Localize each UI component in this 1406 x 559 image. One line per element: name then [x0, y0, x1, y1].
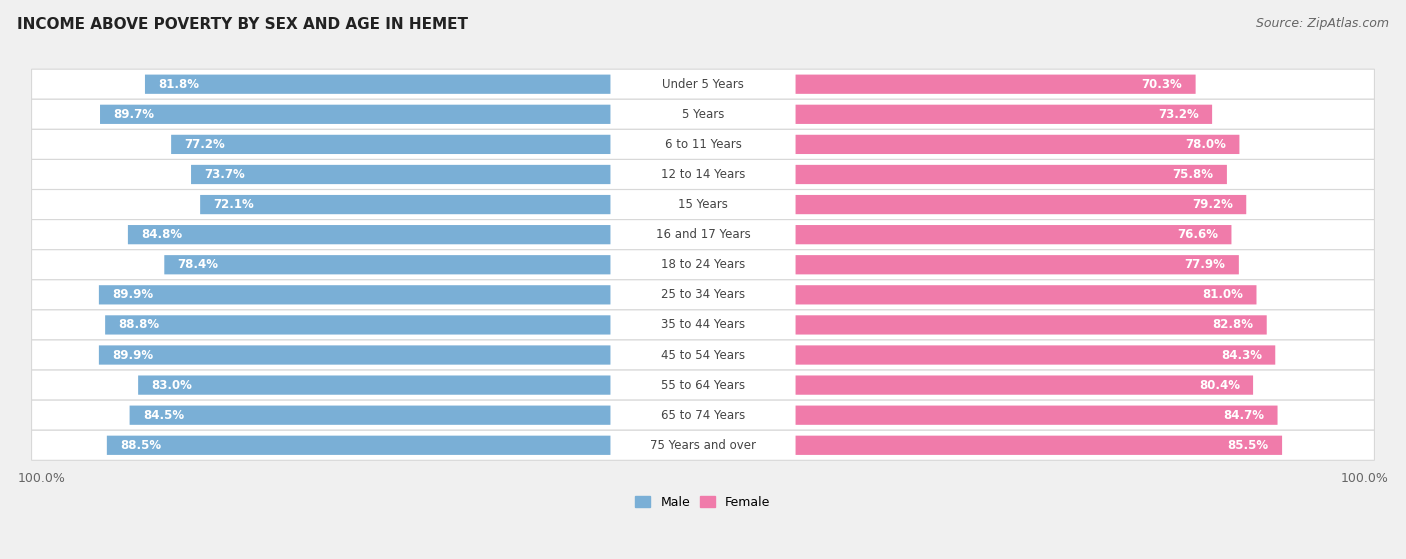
Text: 55 to 64 Years: 55 to 64 Years [661, 378, 745, 392]
Text: 78.4%: 78.4% [177, 258, 218, 271]
Text: 89.7%: 89.7% [114, 108, 155, 121]
FancyBboxPatch shape [31, 220, 1375, 250]
Text: 81.8%: 81.8% [159, 78, 200, 91]
FancyBboxPatch shape [138, 376, 610, 395]
Text: 78.0%: 78.0% [1185, 138, 1226, 151]
Text: 77.9%: 77.9% [1185, 258, 1226, 271]
Text: 65 to 74 Years: 65 to 74 Years [661, 409, 745, 421]
FancyBboxPatch shape [796, 255, 1239, 274]
FancyBboxPatch shape [31, 280, 1375, 310]
FancyBboxPatch shape [31, 69, 1375, 100]
Text: 84.3%: 84.3% [1220, 348, 1263, 362]
Text: 80.4%: 80.4% [1199, 378, 1240, 392]
Text: 45 to 54 Years: 45 to 54 Years [661, 348, 745, 362]
Text: 84.8%: 84.8% [141, 228, 183, 241]
Text: 25 to 34 Years: 25 to 34 Years [661, 288, 745, 301]
Text: 81.0%: 81.0% [1202, 288, 1243, 301]
Text: 77.2%: 77.2% [184, 138, 225, 151]
FancyBboxPatch shape [31, 100, 1375, 129]
Text: Under 5 Years: Under 5 Years [662, 78, 744, 91]
FancyBboxPatch shape [796, 315, 1267, 334]
FancyBboxPatch shape [165, 255, 610, 274]
Text: 84.5%: 84.5% [143, 409, 184, 421]
Text: 88.8%: 88.8% [118, 319, 159, 331]
Text: 88.5%: 88.5% [120, 439, 162, 452]
Text: 6 to 11 Years: 6 to 11 Years [665, 138, 741, 151]
Text: 84.7%: 84.7% [1223, 409, 1264, 421]
Text: 12 to 14 Years: 12 to 14 Years [661, 168, 745, 181]
Text: 5 Years: 5 Years [682, 108, 724, 121]
FancyBboxPatch shape [796, 285, 1257, 305]
FancyBboxPatch shape [31, 370, 1375, 400]
Text: 72.1%: 72.1% [214, 198, 254, 211]
Text: 89.9%: 89.9% [112, 288, 153, 301]
Legend: Male, Female: Male, Female [630, 491, 776, 514]
FancyBboxPatch shape [31, 430, 1375, 460]
Text: 83.0%: 83.0% [152, 378, 193, 392]
Text: 85.5%: 85.5% [1227, 439, 1268, 452]
Text: INCOME ABOVE POVERTY BY SEX AND AGE IN HEMET: INCOME ABOVE POVERTY BY SEX AND AGE IN H… [17, 17, 468, 32]
FancyBboxPatch shape [128, 225, 610, 244]
FancyBboxPatch shape [105, 315, 610, 334]
FancyBboxPatch shape [796, 165, 1227, 184]
FancyBboxPatch shape [796, 225, 1232, 244]
FancyBboxPatch shape [191, 165, 610, 184]
FancyBboxPatch shape [31, 400, 1375, 430]
Text: 16 and 17 Years: 16 and 17 Years [655, 228, 751, 241]
FancyBboxPatch shape [200, 195, 610, 214]
Text: 73.7%: 73.7% [204, 168, 245, 181]
FancyBboxPatch shape [796, 195, 1246, 214]
Text: 75 Years and over: 75 Years and over [650, 439, 756, 452]
FancyBboxPatch shape [796, 435, 1282, 455]
FancyBboxPatch shape [796, 135, 1240, 154]
FancyBboxPatch shape [796, 74, 1195, 94]
Text: 75.8%: 75.8% [1173, 168, 1213, 181]
Text: 89.9%: 89.9% [112, 348, 153, 362]
FancyBboxPatch shape [31, 129, 1375, 159]
Text: 15 Years: 15 Years [678, 198, 728, 211]
FancyBboxPatch shape [31, 159, 1375, 190]
Text: 70.3%: 70.3% [1142, 78, 1182, 91]
FancyBboxPatch shape [31, 190, 1375, 220]
Text: 73.2%: 73.2% [1159, 108, 1199, 121]
FancyBboxPatch shape [100, 105, 610, 124]
FancyBboxPatch shape [796, 406, 1278, 425]
Text: 76.6%: 76.6% [1177, 228, 1218, 241]
FancyBboxPatch shape [796, 376, 1253, 395]
FancyBboxPatch shape [31, 340, 1375, 370]
Text: 79.2%: 79.2% [1192, 198, 1233, 211]
Text: Source: ZipAtlas.com: Source: ZipAtlas.com [1256, 17, 1389, 30]
FancyBboxPatch shape [172, 135, 610, 154]
FancyBboxPatch shape [31, 250, 1375, 280]
FancyBboxPatch shape [98, 285, 610, 305]
Text: 82.8%: 82.8% [1212, 319, 1253, 331]
FancyBboxPatch shape [98, 345, 610, 364]
FancyBboxPatch shape [107, 435, 610, 455]
FancyBboxPatch shape [31, 310, 1375, 340]
Text: 18 to 24 Years: 18 to 24 Years [661, 258, 745, 271]
Text: 35 to 44 Years: 35 to 44 Years [661, 319, 745, 331]
FancyBboxPatch shape [796, 105, 1212, 124]
FancyBboxPatch shape [796, 345, 1275, 364]
FancyBboxPatch shape [129, 406, 610, 425]
FancyBboxPatch shape [145, 74, 610, 94]
